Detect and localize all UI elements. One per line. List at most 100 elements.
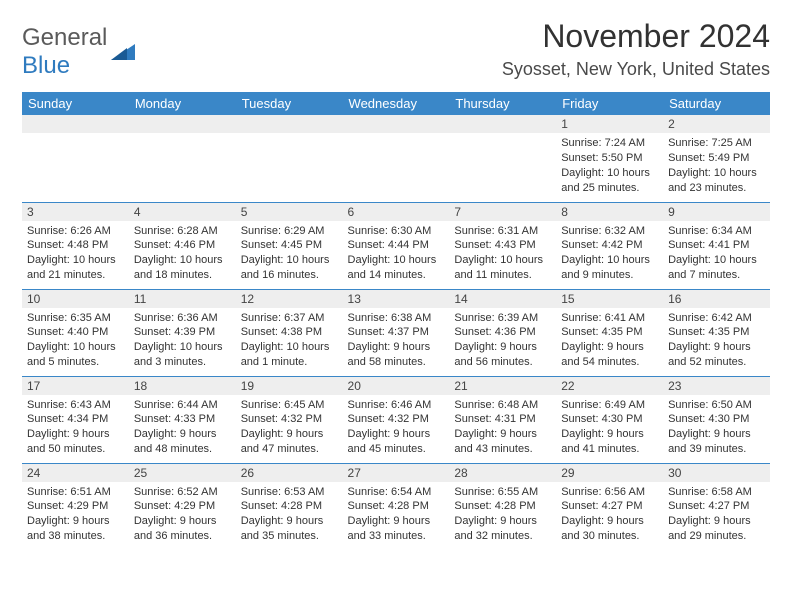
- day-number: 27: [343, 464, 450, 482]
- day-number: 28: [449, 464, 556, 482]
- sunrise-text: Sunrise: 6:37 AM: [241, 311, 338, 326]
- daylight-text: Daylight: 9 hours and 41 minutes.: [561, 427, 658, 457]
- day-details: Sunrise: 6:58 AMSunset: 4:27 PMDaylight:…: [663, 482, 770, 547]
- calendar-day-cell: 29Sunrise: 6:56 AMSunset: 4:27 PMDayligh…: [556, 463, 663, 550]
- sunset-text: Sunset: 4:32 PM: [241, 412, 338, 427]
- day-details: Sunrise: 6:42 AMSunset: 4:35 PMDaylight:…: [663, 308, 770, 373]
- calendar-day-cell: [236, 115, 343, 202]
- calendar-day-cell: 19Sunrise: 6:45 AMSunset: 4:32 PMDayligh…: [236, 376, 343, 463]
- sunset-text: Sunset: 4:37 PM: [348, 325, 445, 340]
- day-number: 19: [236, 377, 343, 395]
- sunrise-text: Sunrise: 6:46 AM: [348, 398, 445, 413]
- sunrise-text: Sunrise: 7:25 AM: [668, 136, 765, 151]
- calendar-day-cell: 10Sunrise: 6:35 AMSunset: 4:40 PMDayligh…: [22, 289, 129, 376]
- title-block: November 2024 Syosset, New York, United …: [502, 18, 770, 80]
- sunrise-text: Sunrise: 6:42 AM: [668, 311, 765, 326]
- day-number: 25: [129, 464, 236, 482]
- day-details: Sunrise: 6:30 AMSunset: 4:44 PMDaylight:…: [343, 221, 450, 286]
- calendar-day-cell: 9Sunrise: 6:34 AMSunset: 4:41 PMDaylight…: [663, 202, 770, 289]
- daylight-text: Daylight: 9 hours and 45 minutes.: [348, 427, 445, 457]
- calendar-day-cell: 5Sunrise: 6:29 AMSunset: 4:45 PMDaylight…: [236, 202, 343, 289]
- calendar-day-cell: 3Sunrise: 6:26 AMSunset: 4:48 PMDaylight…: [22, 202, 129, 289]
- calendar-day-cell: 21Sunrise: 6:48 AMSunset: 4:31 PMDayligh…: [449, 376, 556, 463]
- day-details: Sunrise: 6:56 AMSunset: 4:27 PMDaylight:…: [556, 482, 663, 547]
- sunset-text: Sunset: 4:29 PM: [27, 499, 124, 514]
- sunset-text: Sunset: 4:31 PM: [454, 412, 551, 427]
- calendar-day-cell: 20Sunrise: 6:46 AMSunset: 4:32 PMDayligh…: [343, 376, 450, 463]
- calendar-day-cell: 14Sunrise: 6:39 AMSunset: 4:36 PMDayligh…: [449, 289, 556, 376]
- daylight-text: Daylight: 10 hours and 7 minutes.: [668, 253, 765, 283]
- day-header: Tuesday: [236, 92, 343, 115]
- logo-triangle-icon: [111, 42, 139, 62]
- day-number-empty: [343, 115, 450, 133]
- day-details: Sunrise: 6:48 AMSunset: 4:31 PMDaylight:…: [449, 395, 556, 460]
- calendar-day-cell: 1Sunrise: 7:24 AMSunset: 5:50 PMDaylight…: [556, 115, 663, 202]
- calendar-body: 1Sunrise: 7:24 AMSunset: 5:50 PMDaylight…: [22, 115, 770, 550]
- sunset-text: Sunset: 4:28 PM: [348, 499, 445, 514]
- sunrise-text: Sunrise: 6:43 AM: [27, 398, 124, 413]
- day-number: 30: [663, 464, 770, 482]
- day-number: 18: [129, 377, 236, 395]
- daylight-text: Daylight: 10 hours and 21 minutes.: [27, 253, 124, 283]
- day-header: Monday: [129, 92, 236, 115]
- day-details: Sunrise: 6:34 AMSunset: 4:41 PMDaylight:…: [663, 221, 770, 286]
- day-number: 21: [449, 377, 556, 395]
- daylight-text: Daylight: 10 hours and 25 minutes.: [561, 166, 658, 196]
- sunrise-text: Sunrise: 6:55 AM: [454, 485, 551, 500]
- sunrise-text: Sunrise: 6:56 AM: [561, 485, 658, 500]
- calendar-day-cell: 17Sunrise: 6:43 AMSunset: 4:34 PMDayligh…: [22, 376, 129, 463]
- day-details: Sunrise: 6:45 AMSunset: 4:32 PMDaylight:…: [236, 395, 343, 460]
- daylight-text: Daylight: 10 hours and 1 minute.: [241, 340, 338, 370]
- day-header: Thursday: [449, 92, 556, 115]
- calendar-day-cell: 22Sunrise: 6:49 AMSunset: 4:30 PMDayligh…: [556, 376, 663, 463]
- day-number: 22: [556, 377, 663, 395]
- day-number: 12: [236, 290, 343, 308]
- calendar-day-cell: [343, 115, 450, 202]
- day-details: Sunrise: 6:32 AMSunset: 4:42 PMDaylight:…: [556, 221, 663, 286]
- sunset-text: Sunset: 4:27 PM: [561, 499, 658, 514]
- day-number: 3: [22, 203, 129, 221]
- sunrise-text: Sunrise: 6:28 AM: [134, 224, 231, 239]
- calendar-week-row: 24Sunrise: 6:51 AMSunset: 4:29 PMDayligh…: [22, 463, 770, 550]
- daylight-text: Daylight: 9 hours and 54 minutes.: [561, 340, 658, 370]
- day-details: Sunrise: 6:38 AMSunset: 4:37 PMDaylight:…: [343, 308, 450, 373]
- day-details: Sunrise: 6:46 AMSunset: 4:32 PMDaylight:…: [343, 395, 450, 460]
- logo: General Blue: [22, 24, 139, 80]
- day-details: Sunrise: 6:28 AMSunset: 4:46 PMDaylight:…: [129, 221, 236, 286]
- daylight-text: Daylight: 9 hours and 35 minutes.: [241, 514, 338, 544]
- daylight-text: Daylight: 9 hours and 38 minutes.: [27, 514, 124, 544]
- day-number: 24: [22, 464, 129, 482]
- day-details: Sunrise: 6:41 AMSunset: 4:35 PMDaylight:…: [556, 308, 663, 373]
- daylight-text: Daylight: 10 hours and 14 minutes.: [348, 253, 445, 283]
- sunrise-text: Sunrise: 6:53 AM: [241, 485, 338, 500]
- daylight-text: Daylight: 10 hours and 3 minutes.: [134, 340, 231, 370]
- day-number: 6: [343, 203, 450, 221]
- calendar-day-cell: 8Sunrise: 6:32 AMSunset: 4:42 PMDaylight…: [556, 202, 663, 289]
- day-details: Sunrise: 6:55 AMSunset: 4:28 PMDaylight:…: [449, 482, 556, 547]
- sunrise-text: Sunrise: 6:39 AM: [454, 311, 551, 326]
- day-number: 17: [22, 377, 129, 395]
- daylight-text: Daylight: 10 hours and 9 minutes.: [561, 253, 658, 283]
- day-number-empty: [22, 115, 129, 133]
- daylight-text: Daylight: 9 hours and 43 minutes.: [454, 427, 551, 457]
- calendar-head: SundayMondayTuesdayWednesdayThursdayFrid…: [22, 92, 770, 115]
- calendar-day-cell: 16Sunrise: 6:42 AMSunset: 4:35 PMDayligh…: [663, 289, 770, 376]
- calendar-day-cell: 25Sunrise: 6:52 AMSunset: 4:29 PMDayligh…: [129, 463, 236, 550]
- sunset-text: Sunset: 4:44 PM: [348, 238, 445, 253]
- sunset-text: Sunset: 4:39 PM: [134, 325, 231, 340]
- day-number: 2: [663, 115, 770, 133]
- daylight-text: Daylight: 9 hours and 47 minutes.: [241, 427, 338, 457]
- day-details: Sunrise: 6:29 AMSunset: 4:45 PMDaylight:…: [236, 221, 343, 286]
- daylight-text: Daylight: 9 hours and 32 minutes.: [454, 514, 551, 544]
- sunrise-text: Sunrise: 6:41 AM: [561, 311, 658, 326]
- daylight-text: Daylight: 9 hours and 36 minutes.: [134, 514, 231, 544]
- daylight-text: Daylight: 10 hours and 23 minutes.: [668, 166, 765, 196]
- sunrise-text: Sunrise: 6:52 AM: [134, 485, 231, 500]
- sunset-text: Sunset: 4:43 PM: [454, 238, 551, 253]
- day-number-empty: [236, 115, 343, 133]
- day-number: 29: [556, 464, 663, 482]
- day-number: 26: [236, 464, 343, 482]
- day-number: 13: [343, 290, 450, 308]
- calendar-day-cell: [449, 115, 556, 202]
- calendar-day-cell: 13Sunrise: 6:38 AMSunset: 4:37 PMDayligh…: [343, 289, 450, 376]
